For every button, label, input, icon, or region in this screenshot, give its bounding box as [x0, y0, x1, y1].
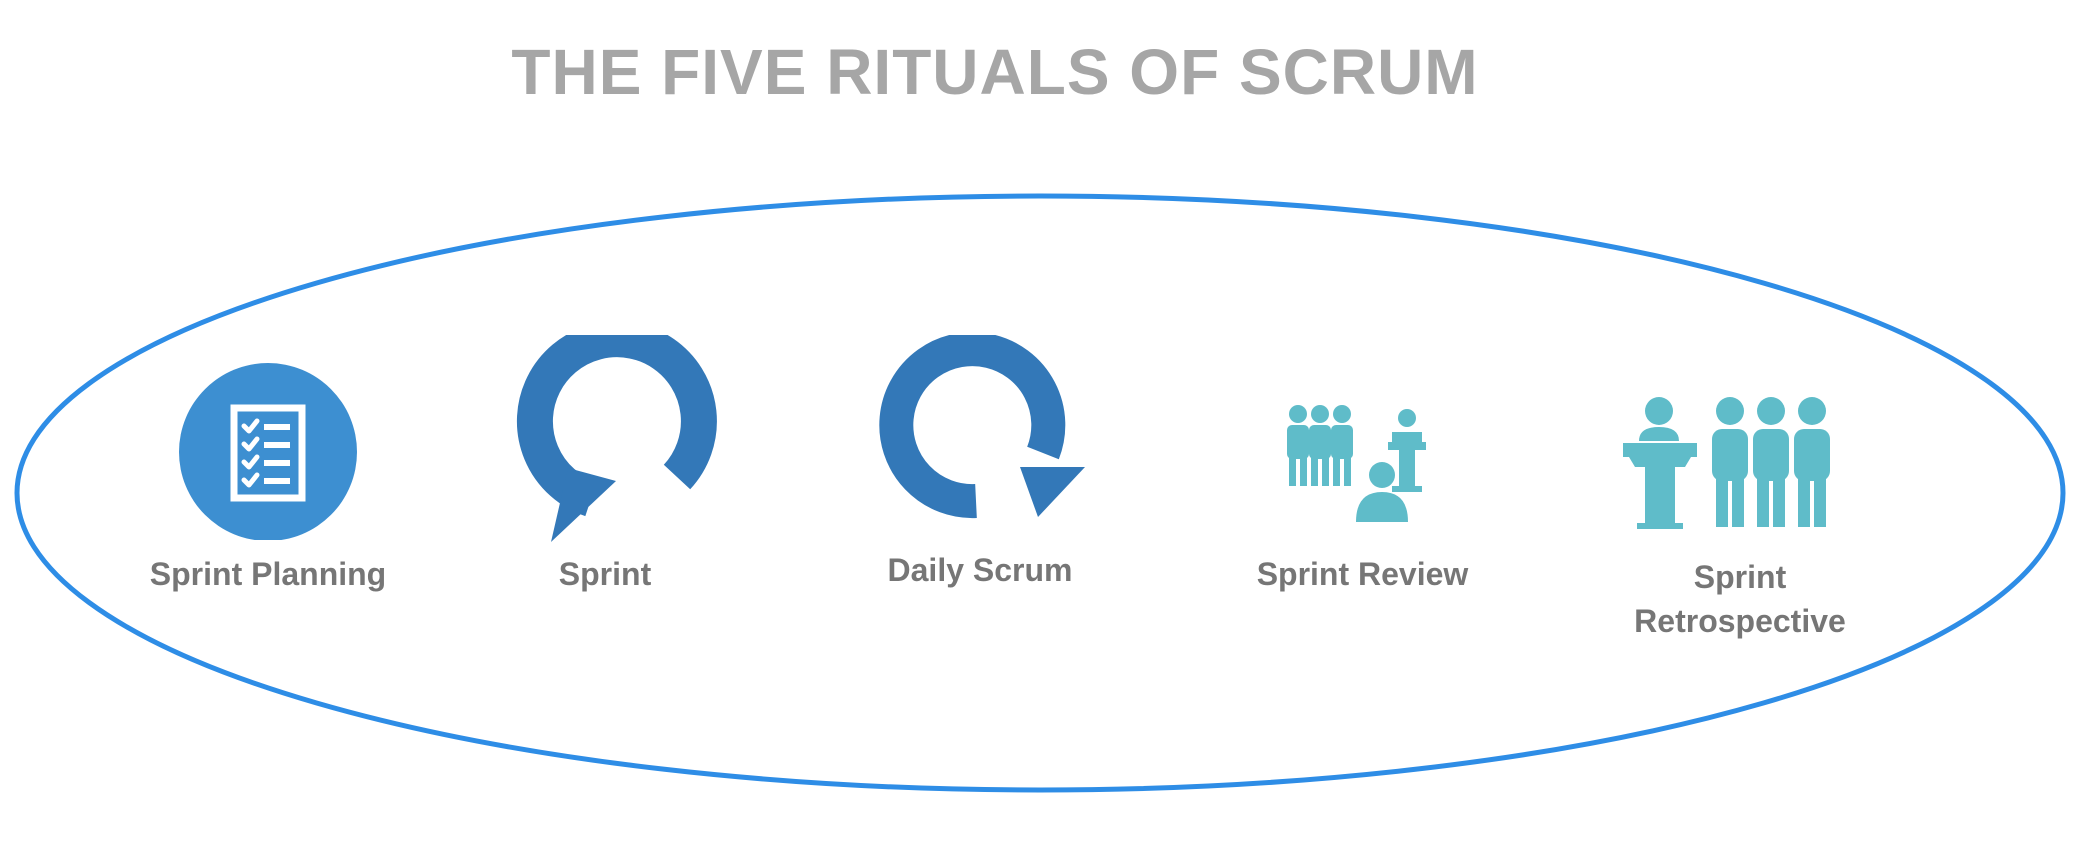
cycle-arrow-icon: [879, 335, 1085, 519]
ritual-label: Sprint Retrospective: [1634, 559, 1846, 639]
ritual-sprint-planning: Sprint Planning: [130, 360, 410, 610]
ritual-daily-scrum: Daily Scrum: [850, 335, 1110, 605]
ritual-label: Sprint Review: [1256, 556, 1469, 592]
slide-title: THE FIVE RITUALS OF SCRUM: [511, 36, 1479, 108]
ritual-label: Sprint Planning: [149, 556, 387, 592]
ritual-sprint: Sprint: [480, 335, 740, 605]
ritual-label: Daily Scrum: [887, 552, 1073, 588]
team-podium-icon: [1623, 397, 1830, 529]
cycle-arrow-icon: [516, 335, 717, 542]
team-presentation-icon: [1287, 405, 1426, 522]
checklist-icon: [179, 363, 357, 540]
ritual-sprint-retrospective: Sprint Retrospective: [1615, 395, 1875, 645]
ritual-label: Sprint: [558, 556, 652, 592]
ritual-sprint-review: Sprint Review: [1240, 400, 1500, 600]
